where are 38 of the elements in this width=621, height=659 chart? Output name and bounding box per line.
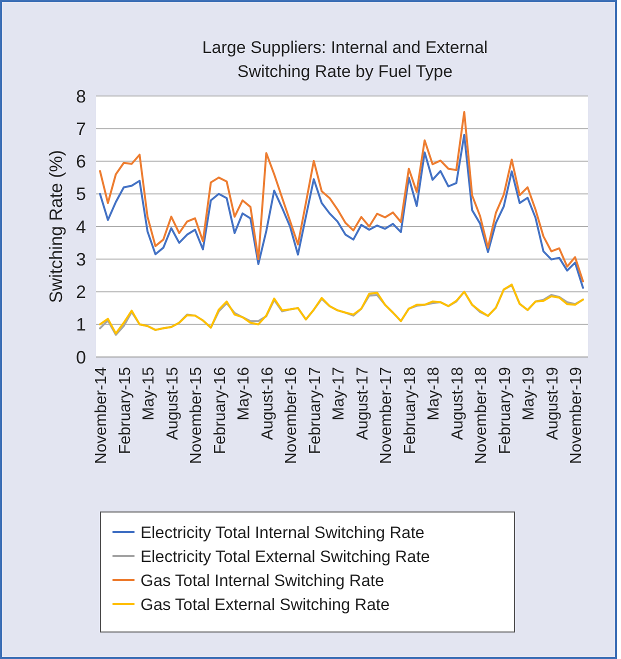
x-tick-label: August-17 <box>354 366 372 440</box>
x-tick-label: November-17 <box>378 366 396 464</box>
x-tick-label: August-19 <box>544 366 562 440</box>
x-tick-label: February-19 <box>496 366 514 454</box>
y-tick-label: 7 <box>76 118 86 139</box>
legend-label: Electricity Total Internal Switching Rate <box>140 524 424 542</box>
y-tick-label: 2 <box>76 282 86 302</box>
x-tick-label: February-17 <box>306 366 324 454</box>
x-tick-label: August-16 <box>259 366 276 440</box>
y-tick-label: 5 <box>76 184 86 204</box>
line-series <box>99 134 584 289</box>
x-tick-label: May-17 <box>330 366 348 420</box>
legend-label: Gas Total External Switching Rate <box>140 596 390 614</box>
y-tick-label: 4 <box>76 216 86 237</box>
x-tick-label: August-15 <box>164 366 182 440</box>
legend-label: Gas Total Internal Switching Rate <box>140 572 384 590</box>
x-tick-label: February-18 <box>402 366 419 454</box>
line-series <box>99 110 584 282</box>
x-tick-label: November-16 <box>283 366 300 464</box>
x-tick-label: May-18 <box>426 366 443 420</box>
y-tick-label: 0 <box>76 347 86 368</box>
x-tick-label: February-16 <box>212 366 229 454</box>
x-tick-label: May-15 <box>140 366 158 420</box>
x-tick-label: August-18 <box>449 366 466 440</box>
x-tick-label: May-19 <box>520 366 538 420</box>
x-tick-label: November-18 <box>473 366 490 464</box>
y-tick-label: 6 <box>76 152 86 172</box>
x-tick-label: November-14 <box>93 366 110 464</box>
y-tick-label: 3 <box>76 249 86 270</box>
x-tick-label: November-15 <box>188 366 206 464</box>
x-tick-label: November-19 <box>568 366 586 464</box>
chart-title: Large Suppliers: Internal and External Switching Rate by Fuel Type <box>202 38 488 81</box>
y-axis-title: Switching Rate (%) <box>46 150 66 304</box>
x-tick-label: May-16 <box>236 366 253 420</box>
y-tick-label: 8 <box>76 86 86 106</box>
x-tick-label: February-15 <box>116 366 134 454</box>
y-tick-label: 1 <box>76 314 86 335</box>
legend-label: Electricity Total External Switching Rate <box>140 548 430 566</box>
